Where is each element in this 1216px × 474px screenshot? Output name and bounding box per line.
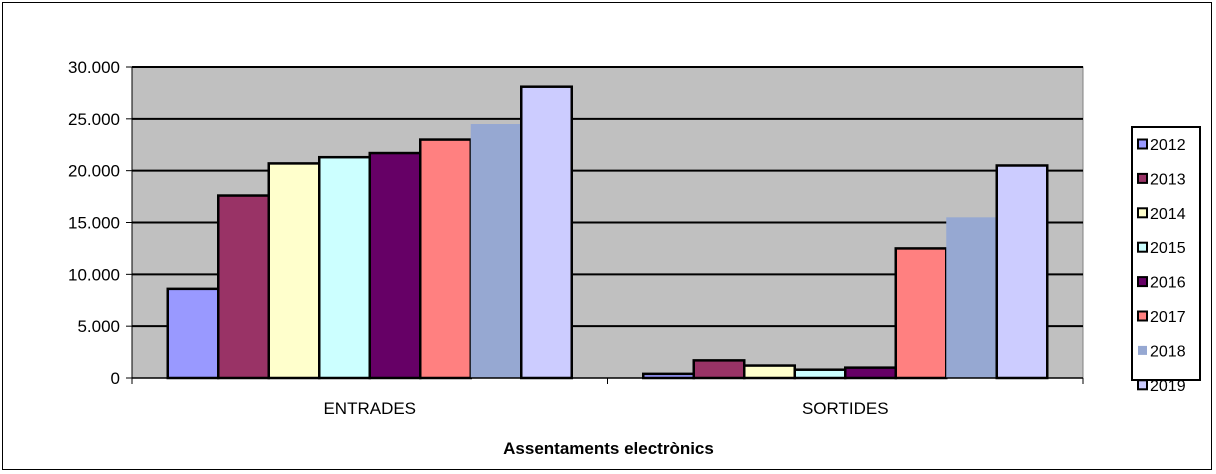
legend-label: 2016 bbox=[1150, 275, 1186, 292]
y-tick-label: 20.000 bbox=[68, 162, 120, 181]
y-tick-label: 5.000 bbox=[77, 317, 120, 336]
legend-swatch bbox=[1137, 310, 1148, 322]
legend-swatch bbox=[1137, 241, 1148, 253]
bar bbox=[844, 366, 897, 380]
legend-box bbox=[1131, 126, 1201, 381]
y-tick-label: 15.000 bbox=[68, 214, 120, 233]
bar bbox=[946, 217, 997, 378]
bar bbox=[368, 151, 422, 380]
legend-swatch bbox=[1137, 172, 1148, 184]
bar bbox=[692, 359, 746, 380]
x-category-labels: ENTRADES SORTIDES bbox=[323, 399, 888, 418]
bar bbox=[894, 247, 948, 380]
bar bbox=[743, 364, 796, 380]
legend-label: 2015 bbox=[1150, 240, 1186, 257]
legend-label: 2018 bbox=[1150, 343, 1186, 360]
legend-swatch bbox=[1137, 276, 1148, 288]
x-axis-title: Assentaments electrònics bbox=[503, 439, 714, 458]
bar bbox=[217, 194, 270, 380]
axes bbox=[126, 66, 1084, 384]
legend: 2012 2013 2014 2015 2016 2017 2018 2019 bbox=[1131, 126, 1201, 395]
legend-swatch bbox=[1137, 207, 1148, 219]
y-tick-label: 30.000 bbox=[68, 58, 120, 77]
bar bbox=[470, 124, 522, 379]
bar bbox=[793, 368, 847, 380]
x-category-label: ENTRADES bbox=[323, 399, 416, 418]
y-tick-label: 10.000 bbox=[68, 265, 120, 284]
bars bbox=[166, 85, 1049, 380]
y-tick-label: 0 bbox=[111, 369, 120, 388]
bar bbox=[995, 164, 1049, 380]
bar bbox=[318, 155, 371, 380]
bar bbox=[267, 162, 321, 380]
legend-label: 2013 bbox=[1150, 171, 1186, 188]
legend-swatch bbox=[1137, 379, 1148, 391]
bar bbox=[166, 287, 220, 380]
bar bbox=[419, 138, 472, 380]
y-tick-label: 25.000 bbox=[68, 110, 120, 129]
legend-label: 2019 bbox=[1150, 378, 1186, 395]
x-category-label: SORTIDES bbox=[802, 399, 889, 418]
legend-swatch bbox=[1137, 138, 1148, 150]
legend-label: 2012 bbox=[1150, 137, 1186, 154]
legend-label: 2017 bbox=[1150, 309, 1186, 326]
bar bbox=[520, 85, 573, 380]
legend-label: 2014 bbox=[1150, 206, 1186, 223]
y-tick-labels: 0 5.000 10.000 15.000 20.000 25.000 30.000 bbox=[68, 58, 120, 388]
legend-swatch bbox=[1138, 345, 1147, 355]
